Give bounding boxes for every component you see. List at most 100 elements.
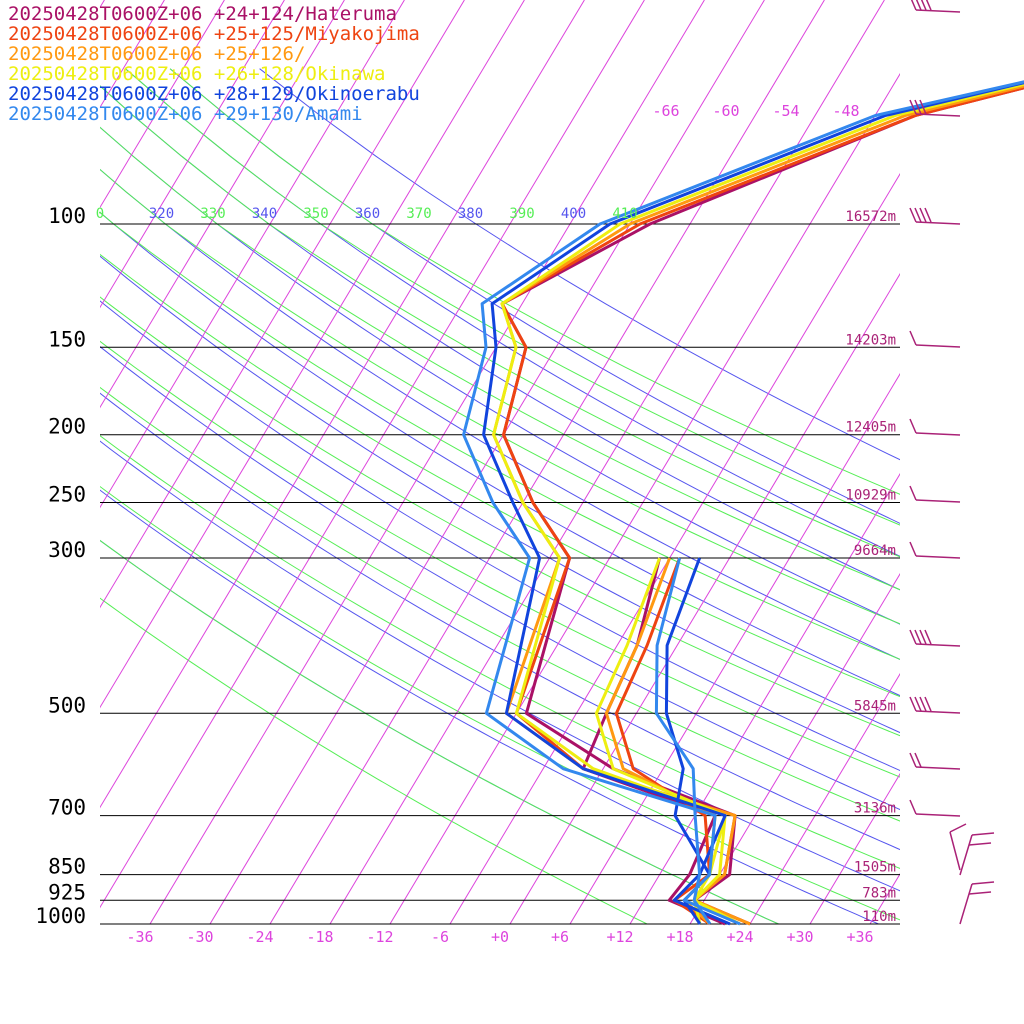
- isotherm-line: [269, 0, 825, 924]
- dry-adiabat-lines: [100, 68, 900, 924]
- legend-entry: 20250428T0600Z+06 +25+126/: [8, 43, 306, 65]
- isotherm-line: [449, 173, 900, 924]
- theta-label: 410: [612, 206, 637, 222]
- temperature-line: [492, 82, 1024, 926]
- wind-barb: [910, 0, 961, 13]
- temperature-tick-label: +36: [846, 928, 873, 946]
- isotherm-line: [209, 0, 765, 924]
- legend-entry: 20250428T0600Z+06 +28+129/Okinoerabu: [8, 83, 420, 105]
- axis-labels: 100 16572m 150 14203m 200 12405m 250 10929m 300 9…: [35, 102, 896, 946]
- wind-barb: [909, 485, 961, 503]
- theta-label: 360: [355, 206, 380, 222]
- pressure-label: 500: [48, 693, 86, 717]
- pressure-label: 250: [48, 483, 86, 507]
- moist-adiabat-line: [100, 253, 900, 698]
- height-label: 3136m: [854, 801, 896, 817]
- dewpoint-line: [594, 557, 727, 925]
- moist-adiabat-line: [125, 68, 900, 526]
- moist-adiabat-line: [100, 597, 649, 924]
- moist-adiabat-line: [100, 85, 900, 558]
- upper-temperature-label: -48: [832, 102, 859, 120]
- pressure-label: 200: [48, 415, 86, 439]
- dry-adiabat-line: [100, 168, 900, 661]
- wind-barb: [949, 823, 967, 871]
- wind-barb: [909, 207, 961, 225]
- height-label: 10929m: [845, 488, 896, 504]
- theta-label: 0: [96, 206, 104, 222]
- isotherm-line: [100, 0, 405, 509]
- wind-barb: [909, 330, 961, 348]
- moist-adiabat-line: [100, 386, 900, 822]
- theta-label: 350: [303, 206, 328, 222]
- theta-label: 390: [509, 206, 534, 222]
- isotherm-line: [749, 673, 900, 924]
- wind-barbs: [909, 0, 995, 925]
- pressure-label: 700: [48, 796, 86, 820]
- wind-barb: [909, 696, 961, 714]
- pressure-label: 850: [48, 855, 86, 879]
- isotherm-line: [100, 0, 465, 609]
- temperature-tick-label: +18: [666, 928, 693, 946]
- wind-barb: [909, 99, 961, 117]
- dry-adiabat-line: [169, 68, 900, 524]
- temperature-tick-label: +24: [726, 928, 753, 946]
- height-label: 16572m: [845, 209, 896, 225]
- isotherm-line: [629, 473, 900, 924]
- isotherm-line: [100, 0, 645, 909]
- temperature-tick-label: +0: [491, 928, 509, 946]
- wind-barb: [909, 418, 961, 436]
- temperature-tick-label: -18: [306, 928, 333, 946]
- temperature-tick-label: -24: [246, 928, 273, 946]
- theta-label: 400: [561, 206, 586, 222]
- isotherm-line: [0, 0, 44, 924]
- isotherm-line: [100, 0, 345, 409]
- dry-adiabat-line: [100, 489, 880, 924]
- temperature-tick-label: +6: [551, 928, 569, 946]
- legend-entry: 20250428T0600Z+06 +29+130/Amami: [8, 103, 363, 125]
- theta-label: 320: [149, 206, 174, 222]
- temperature-tick-label: -12: [366, 928, 393, 946]
- moist-adiabat-line: [100, 340, 900, 778]
- pressure-label: 100: [48, 204, 86, 228]
- theta-label: 380: [458, 206, 483, 222]
- height-label: 783m: [862, 885, 896, 901]
- temperature-tick-label: +30: [786, 928, 813, 946]
- dry-adiabat-line: [100, 346, 900, 811]
- height-label: 5845m: [854, 698, 896, 714]
- isotherm-line: [100, 0, 585, 809]
- theta-label: 340: [252, 206, 277, 222]
- moist-adiabat-line: [100, 211, 900, 660]
- wind-barb: [909, 629, 961, 647]
- isotherm-line: [100, 0, 165, 109]
- moist-adiabat-line: [169, 68, 900, 495]
- upper-temperature-label: -54: [772, 102, 799, 120]
- height-label: 1505m: [854, 860, 896, 876]
- dry-adiabat-line: [100, 300, 900, 772]
- moist-adiabat-line: [100, 126, 900, 591]
- isotherm-line: [389, 73, 900, 924]
- moist-adiabat-line: [100, 168, 900, 625]
- moist-adiabat-line: [100, 296, 900, 737]
- isotherm-line: [100, 0, 105, 9]
- theta-label: 370: [406, 206, 431, 222]
- wind-barb: [909, 752, 961, 770]
- isotherm-line: [990, 0, 1024, 924]
- isotherm-line: [930, 0, 1024, 924]
- moist-adiabat-line: [100, 435, 900, 869]
- pressure-label: 150: [48, 327, 86, 351]
- sounding-series: [462, 80, 1024, 926]
- dry-adiabat-line: [100, 85, 900, 591]
- theta-label: 330: [200, 206, 225, 222]
- temperature-line: [462, 80, 1024, 926]
- temperature-line: [492, 84, 1024, 926]
- moist-adiabat-lines: [100, 68, 900, 924]
- pressure-label: 925: [48, 880, 86, 904]
- height-label: 9664m: [854, 543, 896, 559]
- height-label: 12405m: [845, 420, 896, 436]
- isotherm-line: [509, 273, 900, 924]
- legend-entry: 20250428T0600Z+06 +26+128/Okinawa: [8, 63, 386, 85]
- wind-barb: [959, 832, 995, 876]
- isotherm-line: [100, 0, 225, 209]
- isotherm-line: [149, 0, 705, 924]
